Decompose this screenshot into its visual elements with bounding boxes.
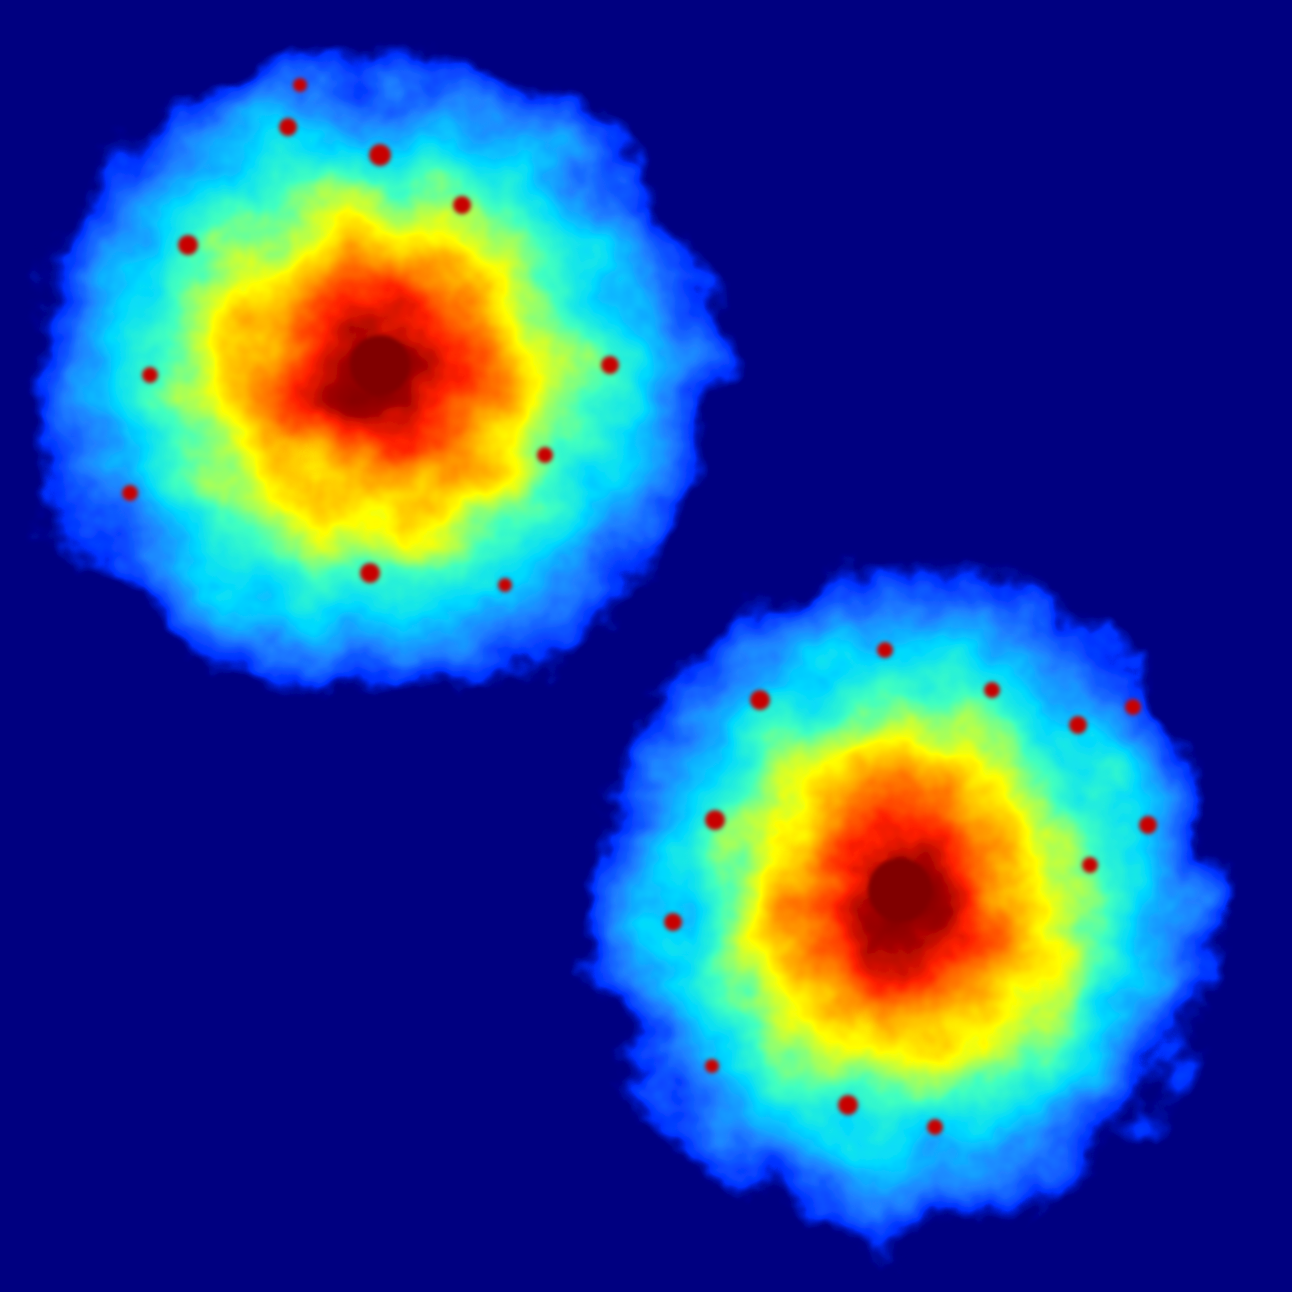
clump xyxy=(498,578,512,592)
clump xyxy=(750,690,770,710)
clump xyxy=(293,78,307,92)
clump xyxy=(984,682,1000,698)
core xyxy=(868,858,932,922)
clump xyxy=(279,118,297,136)
clump xyxy=(453,196,471,214)
clump xyxy=(838,1095,858,1115)
clump xyxy=(369,144,391,166)
clumps xyxy=(122,78,1157,1135)
clump xyxy=(1082,857,1098,873)
clump xyxy=(142,367,158,383)
clump xyxy=(927,1119,943,1135)
clump xyxy=(1069,716,1087,734)
clump xyxy=(664,913,682,931)
clump xyxy=(705,810,725,830)
clump xyxy=(537,447,553,463)
clump xyxy=(1139,816,1157,834)
clump xyxy=(1125,699,1141,715)
core xyxy=(350,335,410,395)
clump xyxy=(601,356,619,374)
clump xyxy=(705,1059,719,1073)
clump xyxy=(178,235,198,255)
clump xyxy=(877,642,893,658)
clump xyxy=(360,563,380,583)
clump xyxy=(122,485,138,501)
